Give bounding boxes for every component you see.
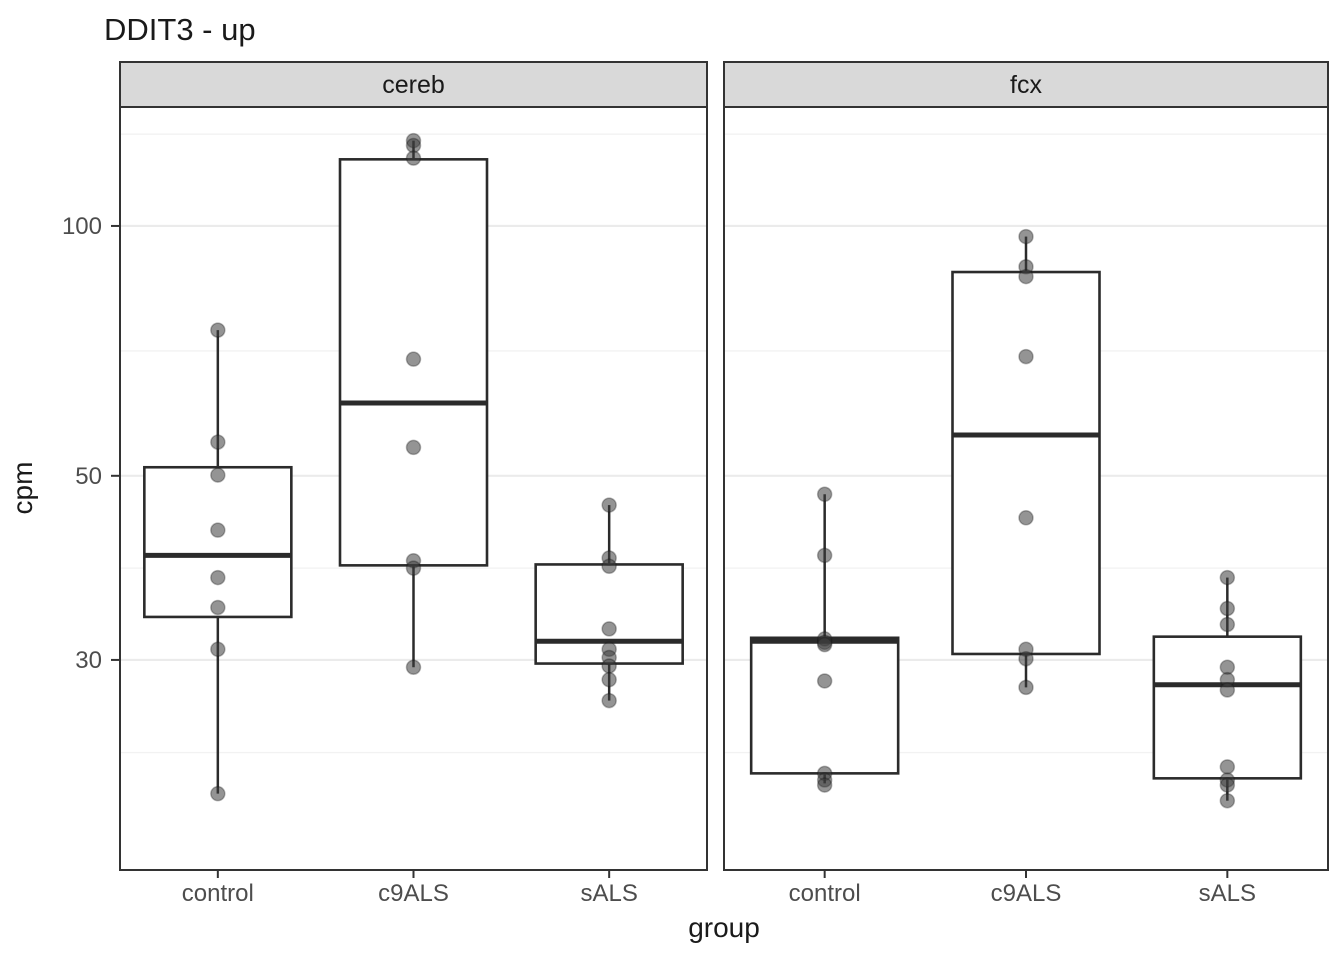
data-point <box>1219 792 1236 809</box>
x-tick-label: sALS <box>1199 880 1256 907</box>
data-point <box>210 322 226 338</box>
data-point <box>210 641 226 658</box>
data-point <box>601 497 617 513</box>
x-tick-label: sALS <box>580 880 637 907</box>
chart-title: DDIT3 - up <box>104 12 256 47</box>
data-point <box>210 785 226 802</box>
x-tick-label: control <box>182 880 254 907</box>
y-tick-label: 100 <box>62 213 102 240</box>
x-tick-label: c9ALS <box>378 880 449 907</box>
data-point <box>405 150 422 166</box>
data-point <box>1018 510 1034 526</box>
data-point <box>601 658 617 674</box>
data-point <box>1219 600 1236 617</box>
data-point <box>816 636 833 653</box>
y-tick-label: 30 <box>75 647 102 674</box>
data-point <box>1219 759 1236 775</box>
data-point <box>405 439 422 456</box>
data-point <box>816 547 833 564</box>
data-point <box>601 692 617 709</box>
x-tick-label: control <box>789 880 861 907</box>
y-axis-title: cpm <box>7 462 38 515</box>
data-point <box>1018 228 1034 245</box>
boxplot-box <box>749 636 900 775</box>
data-point <box>816 673 833 689</box>
data-point <box>1018 268 1034 285</box>
boxplot-box <box>143 465 293 619</box>
data-point <box>210 467 226 483</box>
data-point <box>210 434 226 450</box>
data-point <box>1219 569 1236 586</box>
boxplot-box <box>1152 635 1303 780</box>
facet-strip-label: cereb <box>382 71 445 99</box>
boxplot-box <box>951 270 1101 656</box>
data-point <box>1018 348 1034 365</box>
facet-strip <box>723 61 1329 108</box>
data-point <box>816 777 833 793</box>
data-point <box>210 569 226 586</box>
x-axis-title: group <box>688 912 760 943</box>
data-point <box>816 486 833 503</box>
data-point <box>210 599 226 616</box>
data-point <box>601 558 617 575</box>
data-point <box>405 560 422 576</box>
data-point <box>210 522 226 538</box>
data-point <box>1018 650 1034 667</box>
data-point <box>405 351 422 367</box>
facet-strip-label: fcx <box>1010 71 1042 99</box>
y-tick-label: 50 <box>75 463 102 490</box>
data-point <box>1219 682 1236 698</box>
data-point <box>601 671 617 688</box>
data-point <box>1219 777 1236 793</box>
data-point <box>405 659 422 675</box>
data-point <box>1018 679 1034 696</box>
data-point <box>601 621 617 637</box>
x-tick-label: c9ALS <box>991 880 1062 907</box>
data-point <box>1219 616 1236 633</box>
facet-strip <box>119 61 708 108</box>
